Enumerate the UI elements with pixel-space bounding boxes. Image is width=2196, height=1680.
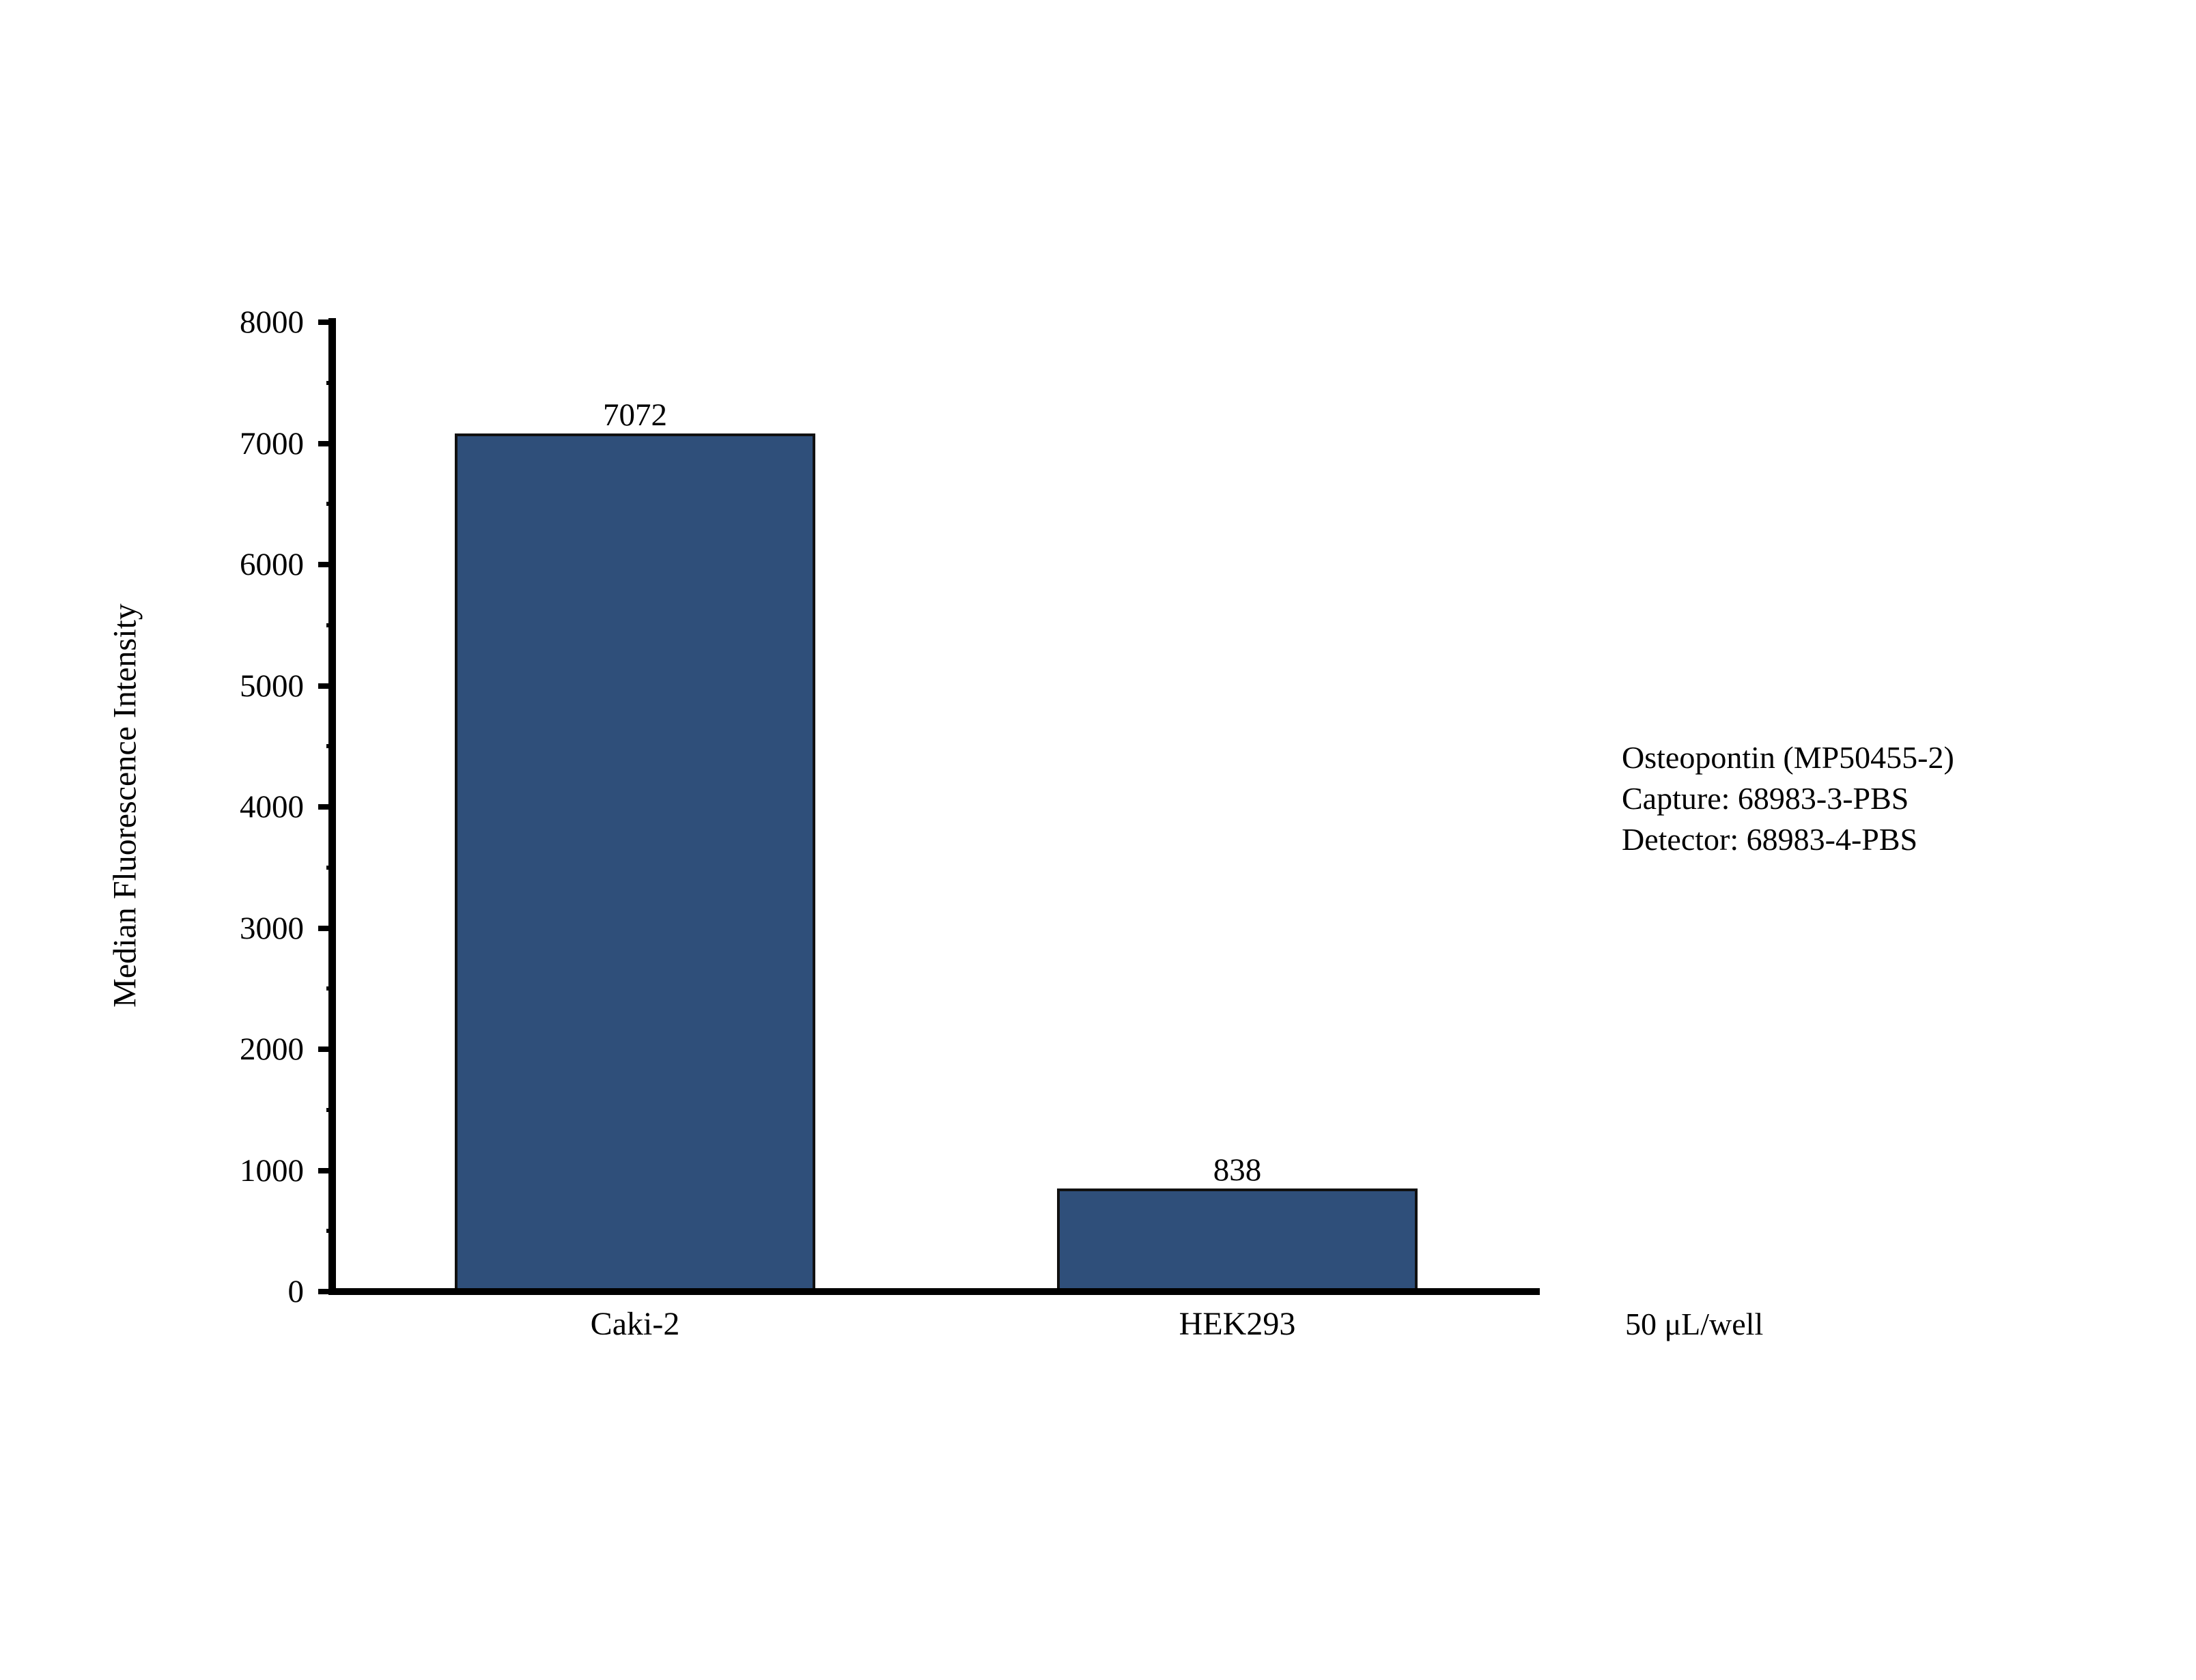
y-tick-label: 3000 bbox=[240, 910, 304, 946]
y-axis-major-tick bbox=[318, 319, 336, 325]
annotation-line-capture: Capture: 68983-3-PBS bbox=[1622, 781, 1909, 816]
y-axis-minor-tick bbox=[326, 380, 336, 385]
y-axis-major-tick bbox=[318, 440, 336, 446]
bar-value-label: 838 bbox=[1213, 1152, 1262, 1188]
y-tick-label: 0 bbox=[287, 1274, 305, 1309]
y-tick-label: 2000 bbox=[240, 1031, 304, 1067]
volume-note: 50 μL/well bbox=[1625, 1307, 1764, 1341]
bar-caki-2 bbox=[455, 433, 815, 1288]
y-axis-major-tick bbox=[318, 1167, 336, 1173]
y-tick-label: 6000 bbox=[240, 547, 304, 582]
y-axis-major-tick bbox=[318, 1047, 336, 1052]
x-tick-label: HEK293 bbox=[1179, 1306, 1296, 1342]
y-axis-major-tick bbox=[318, 925, 336, 931]
y-tick-label: 4000 bbox=[240, 789, 304, 825]
bar-value-label: 7072 bbox=[603, 397, 667, 433]
bar-hek293 bbox=[1057, 1188, 1418, 1288]
assay-annotation: Osteopontin (MP50455-2) Capture: 68983-3… bbox=[1622, 737, 1954, 860]
y-tick-label: 8000 bbox=[240, 304, 304, 340]
y-axis-minor-tick bbox=[326, 986, 336, 991]
x-axis-line bbox=[328, 1288, 1540, 1295]
y-axis-minor-tick bbox=[326, 865, 336, 870]
y-tick-label: 1000 bbox=[240, 1152, 304, 1188]
y-axis-minor-tick bbox=[326, 623, 336, 627]
y-axis-minor-tick bbox=[326, 1229, 336, 1234]
y-tick-label: 7000 bbox=[240, 425, 304, 461]
y-axis-major-tick bbox=[318, 683, 336, 689]
x-tick-label: Caki-2 bbox=[590, 1306, 680, 1342]
annotation-line-detector: Detector: 68983-4-PBS bbox=[1622, 822, 1918, 857]
y-axis-major-tick bbox=[318, 804, 336, 810]
y-axis-minor-tick bbox=[326, 744, 336, 749]
y-tick-label: 5000 bbox=[240, 668, 304, 704]
y-axis-minor-tick bbox=[326, 1107, 336, 1112]
annotation-line-protein: Osteopontin (MP50455-2) bbox=[1622, 740, 1954, 775]
y-axis-major-tick bbox=[318, 1289, 336, 1294]
y-axis-minor-tick bbox=[326, 502, 336, 507]
y-axis-major-tick bbox=[318, 562, 336, 567]
